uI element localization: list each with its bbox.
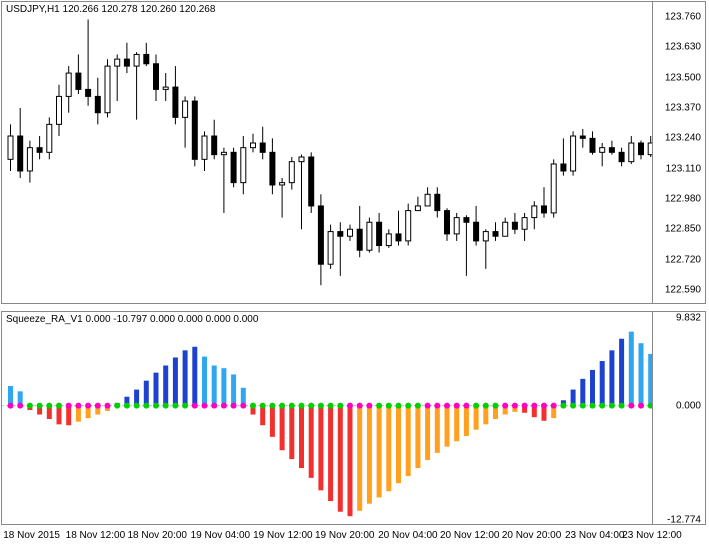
time-tick: 20 Nov 04:00 [378, 530, 438, 541]
time-tick: 18 Nov 20:00 [127, 530, 187, 541]
price-y-tick: 123.240 [665, 133, 701, 144]
candlestick-plot[interactable] [2, 2, 653, 305]
time-tick: 18 Nov 2015 [3, 530, 60, 541]
indicator-y-axis: -12.774 0.000 9.832 [652, 312, 705, 524]
price-y-tick: 123.500 [665, 72, 701, 83]
indicator-plot[interactable] [2, 312, 653, 526]
price-y-tick: 123.630 [665, 42, 701, 53]
price-y-tick: 122.850 [665, 224, 701, 235]
time-tick: 19 Nov 12:00 [253, 530, 313, 541]
price-y-tick: 123.110 [666, 163, 701, 174]
indicator-y-tick: 9.832 [676, 312, 701, 323]
price-y-tick: 122.590 [665, 284, 701, 295]
time-tick: 23 Nov 12:00 [622, 530, 682, 541]
price-chart-title: USDJPY,H1 120.266 120.278 120.260 120.26… [6, 4, 215, 15]
time-tick: 19 Nov 20:00 [315, 530, 375, 541]
time-tick: 20 Nov 12:00 [440, 530, 500, 541]
time-tick: 19 Nov 04:00 [191, 530, 251, 541]
time-axis: 18 Nov 2015 18 Nov 12:0018 Nov 20:00 19 No… [1, 528, 706, 556]
time-tick: 23 Nov 04:00 [565, 530, 625, 541]
price-y-tick: 122.980 [665, 193, 701, 204]
indicator-y-tick: -12.774 [667, 514, 701, 525]
price-chart-panel: USDJPY,H1 120.266 120.278 120.260 120.26… [1, 1, 706, 304]
price-y-axis: 122.590 122.720 122.850 122.980 123.110 123.2… [652, 2, 705, 303]
price-y-tick: 123.370 [665, 103, 701, 114]
price-y-tick: 123.760 [665, 12, 701, 23]
indicator-title: Squeeze_RA_V1 0.000 -10.797 0.000 0.000 … [6, 314, 258, 325]
time-tick: 20 Nov 20:00 [502, 530, 562, 541]
indicator-chart-panel: Squeeze_RA_V1 0.000 -10.797 0.000 0.000 … [1, 311, 706, 525]
indicator-y-tick: 0.000 [676, 400, 701, 411]
price-y-tick: 122.720 [665, 254, 701, 265]
time-tick: 18 Nov 12:00 [66, 530, 126, 541]
